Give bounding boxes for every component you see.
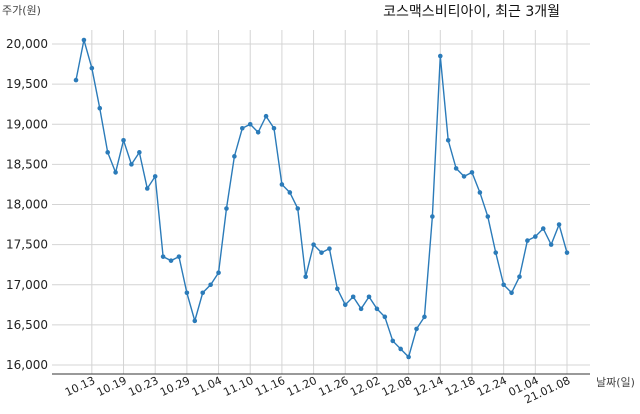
data-point [533,234,538,239]
data-point [485,214,491,219]
data-point [437,53,443,59]
x-tick-label: 10.29 [158,374,192,399]
data-point [430,214,435,219]
data-point [216,270,221,276]
data-point [160,254,166,259]
data-point [366,294,372,300]
x-axis-label: 날짜(일) [596,375,635,389]
data-point [184,290,190,296]
data-point [422,314,427,320]
data-point [200,290,206,296]
series [73,37,570,360]
data-point [350,294,356,300]
data-point [129,162,134,167]
data-point [525,238,530,243]
y-tick-label: 16,000 [6,358,48,372]
data-point [105,150,110,155]
data-point [414,326,419,332]
y-tick-label: 18,000 [6,198,48,212]
data-point [73,77,79,83]
data-point [81,37,87,43]
data-point [556,222,562,227]
chart-title: 코스맥스비티아이, 최근 3개월 [383,4,560,20]
x-tick-label: 11.20 [285,374,319,399]
data-point [303,274,308,280]
x-tick-label: 10.23 [126,374,160,399]
data-point [295,206,301,211]
x-tick-label: 10.13 [63,374,97,399]
data-point [287,190,293,195]
data-point [89,65,95,71]
x-tick-label: 12.02 [348,374,382,399]
data-point [406,354,411,360]
data-point [240,125,245,131]
data-point [176,254,182,259]
y-tick-label: 19,500 [6,77,48,91]
data-point [342,302,348,308]
data-point [382,314,388,320]
x-tick-label: 11.16 [253,374,287,399]
data-point [232,154,237,159]
data-point [279,182,285,187]
data-point [152,174,158,179]
y-tick-labels: 16,000 16,500 17,000 17,500 18,000 18,500 19,0… [6,37,48,372]
data-point [517,274,522,280]
data-point [358,306,364,312]
data-point [390,338,396,344]
data-point [477,190,483,195]
data-point [168,258,174,263]
y-tick-label: 19,000 [6,117,48,131]
grid [52,30,590,374]
x-tick-labels: 10.1310.1910.2310.2911.0411.1011.1611.20… [63,374,572,406]
data-point [255,129,261,135]
data-point [121,138,126,143]
x-tick-label: 12.24 [475,374,509,399]
data-point [97,105,103,111]
data-point [493,250,499,255]
data-point [548,242,554,247]
x-tick-label: 11.04 [190,374,224,399]
data-point [224,206,229,211]
data-point [247,121,253,127]
data-point [113,170,118,175]
data-point [263,113,269,119]
data-point [271,125,277,131]
data-point [469,170,475,175]
data-point [327,246,332,251]
data-point [374,306,380,312]
data-point [445,138,451,143]
y-tick-label: 18,500 [6,157,48,171]
data-point [564,250,570,255]
x-tick-label: 11.26 [316,374,350,399]
data-point [137,150,142,155]
x-tick-label: 12.08 [380,374,414,399]
data-point [398,346,403,352]
data-point [335,286,340,292]
y-tick-label: 17,000 [6,278,48,292]
data-point [192,318,198,324]
x-tick-label: 12.14 [412,374,446,399]
y-tick-label: 20,000 [6,37,48,51]
data-point [311,242,316,247]
data-point [501,282,506,288]
data-point [453,166,459,171]
y-tick-label: 16,500 [6,318,48,332]
x-tick-label: 12.18 [443,374,477,399]
data-point [461,174,467,179]
y-axis-label: 주가(원) [2,4,41,17]
y-tick-label: 17,500 [6,238,48,252]
data-point [509,290,514,296]
data-point [319,250,324,255]
data-point [540,226,546,231]
price-line [75,39,568,359]
x-tick-label: 11.10 [221,374,255,399]
x-tick-label: 10.19 [95,374,129,399]
data-point [208,282,213,288]
data-point [144,186,150,191]
